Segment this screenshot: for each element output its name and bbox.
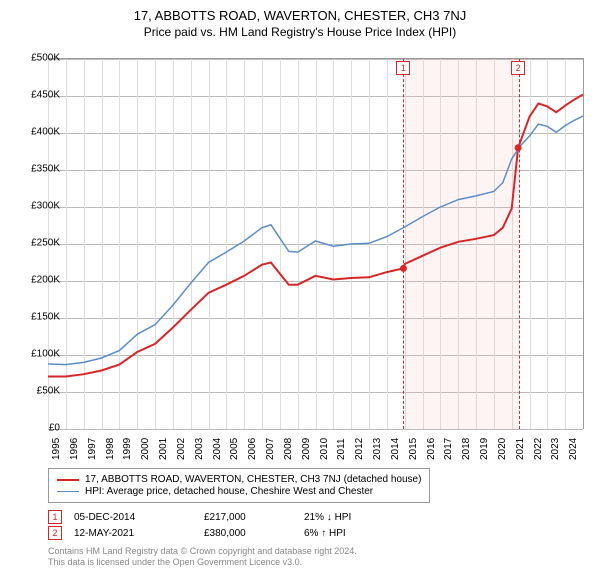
x-tick-label: 2004	[212, 438, 223, 460]
legend-label: HPI: Average price, detached house, Ches…	[85, 486, 373, 497]
y-tick-label: £250K	[15, 238, 60, 249]
row-delta: 6% ↑ HPI	[304, 528, 424, 539]
x-tick-label: 1998	[105, 438, 116, 460]
y-tick-label: £350K	[15, 164, 60, 175]
x-tick-label: 1996	[69, 438, 80, 460]
y-tick-label: £450K	[15, 90, 60, 101]
sale-point	[515, 144, 522, 151]
transactions-table: 1 05-DEC-2014 £217,000 21% ↓ HPI 2 12-MA…	[48, 508, 424, 542]
x-tick-label: 2020	[497, 438, 508, 460]
x-tick-label: 2011	[336, 438, 347, 460]
footer-line2: This data is licensed under the Open Gov…	[48, 557, 357, 568]
chart-title: 17, ABBOTTS ROAD, WAVERTON, CHESTER, CH3…	[0, 8, 600, 23]
x-tick-label: 2005	[229, 438, 240, 460]
legend-item: HPI: Average price, detached house, Ches…	[57, 486, 421, 497]
y-tick-label: £400K	[15, 127, 60, 138]
series-property	[48, 95, 583, 377]
x-tick-label: 1999	[122, 438, 133, 460]
x-tick-label: 2023	[550, 438, 561, 460]
legend-swatch	[57, 479, 79, 481]
row-delta: 21% ↓ HPI	[304, 512, 424, 523]
x-tick-label: 2019	[479, 438, 490, 460]
row-date: 05-DEC-2014	[74, 512, 204, 523]
y-tick-label: £150K	[15, 312, 60, 323]
x-tick-label: 2000	[140, 438, 151, 460]
chart-marker: 2	[511, 61, 525, 75]
y-tick-label: £500K	[15, 53, 60, 64]
row-marker: 1	[48, 510, 62, 524]
row-price: £217,000	[204, 512, 304, 523]
table-row: 1 05-DEC-2014 £217,000 21% ↓ HPI	[48, 510, 424, 524]
x-tick-label: 2002	[176, 438, 187, 460]
x-tick-label: 2018	[461, 438, 472, 460]
chart-svg	[48, 59, 583, 429]
x-tick-label: 2009	[301, 438, 312, 460]
footer-line1: Contains HM Land Registry data © Crown c…	[48, 546, 357, 557]
x-tick-label: 2016	[426, 438, 437, 460]
chart-container: 17, ABBOTTS ROAD, WAVERTON, CHESTER, CH3…	[0, 8, 600, 568]
x-tick-label: 2021	[515, 438, 526, 460]
table-row: 2 12-MAY-2021 £380,000 6% ↑ HPI	[48, 526, 424, 540]
x-tick-label: 2007	[265, 438, 276, 460]
legend-item: 17, ABBOTTS ROAD, WAVERTON, CHESTER, CH3…	[57, 474, 421, 485]
x-tick-label: 2006	[247, 438, 258, 460]
y-tick-label: £200K	[15, 275, 60, 286]
y-tick-label: £50K	[15, 386, 60, 397]
x-tick-label: 2008	[283, 438, 294, 460]
x-tick-label: 2017	[443, 438, 454, 460]
series-hpi	[48, 116, 583, 365]
y-tick-label: £300K	[15, 201, 60, 212]
x-tick-label: 2003	[194, 438, 205, 460]
x-tick-label: 2010	[319, 438, 330, 460]
legend-label: 17, ABBOTTS ROAD, WAVERTON, CHESTER, CH3…	[85, 474, 421, 485]
x-tick-label: 2013	[372, 438, 383, 460]
x-tick-label: 2022	[533, 438, 544, 460]
legend: 17, ABBOTTS ROAD, WAVERTON, CHESTER, CH3…	[48, 468, 430, 503]
x-tick-label: 2015	[408, 438, 419, 460]
x-tick-label: 1997	[87, 438, 98, 460]
y-tick-label: £100K	[15, 349, 60, 360]
row-marker: 2	[48, 526, 62, 540]
y-tick-label: £0	[15, 423, 60, 434]
row-date: 12-MAY-2021	[74, 528, 204, 539]
footer-text: Contains HM Land Registry data © Crown c…	[48, 546, 357, 568]
x-tick-label: 1995	[51, 438, 62, 460]
x-tick-label: 2001	[158, 438, 169, 460]
x-tick-label: 2024	[568, 438, 579, 460]
chart-subtitle: Price paid vs. HM Land Registry's House …	[0, 25, 600, 39]
x-tick-label: 2012	[354, 438, 365, 460]
chart-marker: 1	[396, 61, 410, 75]
x-tick-label: 2014	[390, 438, 401, 460]
legend-swatch	[57, 491, 79, 493]
sale-point	[400, 265, 407, 272]
row-price: £380,000	[204, 528, 304, 539]
plot-area: 12	[48, 58, 584, 429]
